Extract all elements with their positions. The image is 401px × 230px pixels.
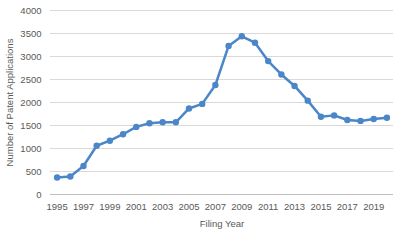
svg-text:Filing Year: Filing Year bbox=[200, 218, 244, 229]
svg-text:2011: 2011 bbox=[258, 201, 278, 212]
svg-text:Number of Patent Applications: Number of Patent Applications bbox=[4, 38, 15, 166]
svg-text:1500: 1500 bbox=[20, 120, 41, 131]
svg-text:2001: 2001 bbox=[126, 201, 147, 212]
svg-text:1999: 1999 bbox=[99, 201, 120, 212]
svg-text:1995: 1995 bbox=[47, 201, 68, 212]
svg-text:2009: 2009 bbox=[231, 201, 252, 212]
svg-text:2003: 2003 bbox=[152, 201, 173, 212]
svg-text:2007: 2007 bbox=[205, 201, 226, 212]
svg-text:2017: 2017 bbox=[337, 201, 358, 212]
svg-text:2015: 2015 bbox=[310, 201, 331, 212]
svg-text:1000: 1000 bbox=[20, 143, 41, 154]
svg-text:2000: 2000 bbox=[20, 97, 41, 108]
svg-text:2005: 2005 bbox=[178, 201, 199, 212]
svg-text:2013: 2013 bbox=[284, 201, 305, 212]
svg-text:0: 0 bbox=[36, 189, 41, 200]
svg-text:500: 500 bbox=[26, 166, 42, 177]
svg-text:3500: 3500 bbox=[20, 28, 41, 39]
svg-text:2500: 2500 bbox=[20, 74, 41, 85]
svg-text:4000: 4000 bbox=[20, 5, 41, 16]
svg-text:2019: 2019 bbox=[363, 201, 384, 212]
svg-text:1997: 1997 bbox=[73, 201, 94, 212]
svg-text:3000: 3000 bbox=[20, 51, 41, 62]
